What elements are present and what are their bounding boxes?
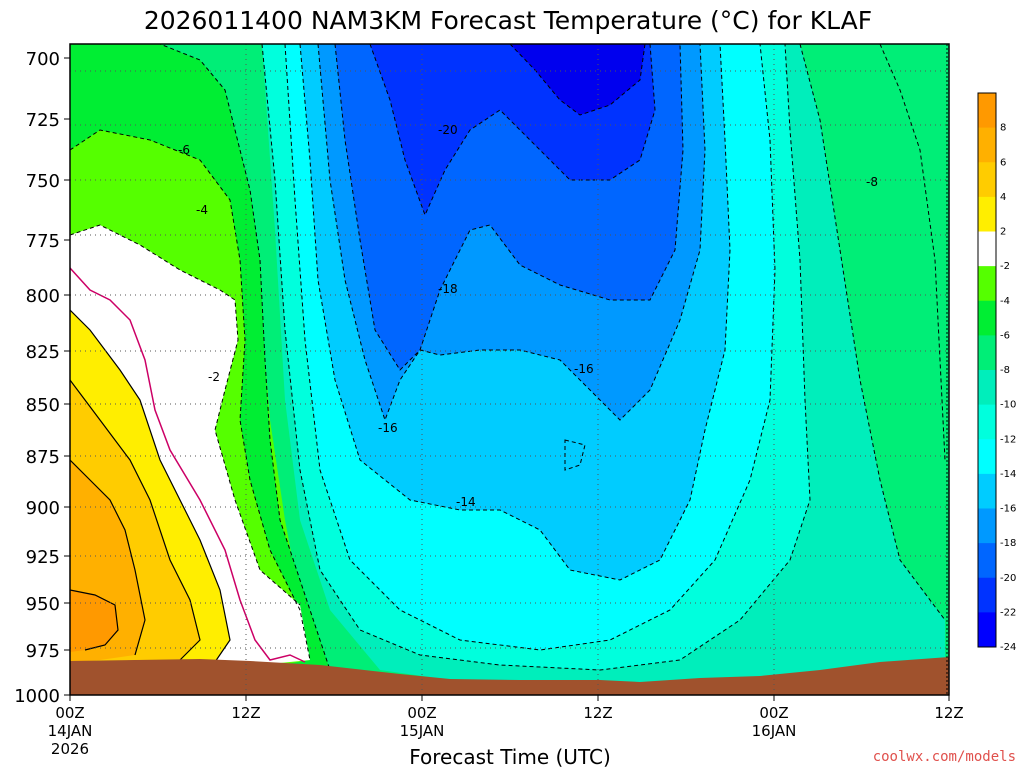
contour-label: -20 <box>438 123 458 137</box>
y-tick-label: 875 <box>26 447 60 468</box>
contour-label: -16 <box>574 362 594 376</box>
contour-label: -4 <box>196 203 208 217</box>
x-tick-label: 12Z <box>583 704 612 722</box>
colorbar-swatch <box>978 196 996 233</box>
colorbar-swatch <box>978 162 996 198</box>
colorbar-swatch <box>978 266 996 302</box>
x-tick-label: 14JAN <box>48 722 93 740</box>
credit-text: coolwx.com/models <box>873 749 1016 765</box>
colorbar-label: 4 <box>1000 192 1006 203</box>
chart-title: 2026011400 NAM3KM Forecast Temperature (… <box>144 6 872 35</box>
colorbar-label: 8 <box>1000 123 1006 134</box>
x-tick-label: 16JAN <box>752 722 797 740</box>
plot-frame <box>69 43 950 696</box>
x-tick-label: 00Z <box>759 704 788 722</box>
colorbar-label: -14 <box>1000 469 1016 480</box>
colorbar-swatch <box>978 404 996 440</box>
y-tick-label: 700 <box>26 49 60 70</box>
y-tick-label: 950 <box>26 594 60 615</box>
colorbar: 8 6 4 2 -2 -4 -6 -8 -10 -12 -14 -16 -18 -20 -22 -24 <box>977 92 1016 653</box>
y-tick-label: 1000 <box>14 686 60 707</box>
y-tick-label: 925 <box>26 547 60 568</box>
y-axis: 700 725 750 775 800 825 850 875 900 925 … <box>14 49 70 707</box>
y-tick-label: 800 <box>26 286 60 307</box>
colorbar-swatch <box>978 127 996 163</box>
x-axis: 00Z 14JAN 2026 12Z 00Z 15JAN 12Z 00Z 16J… <box>48 695 964 768</box>
contour-label: -16 <box>378 421 398 435</box>
colorbar-frame <box>977 92 997 648</box>
colorbar-label: -6 <box>1000 330 1010 341</box>
colorbar-label: -16 <box>1000 504 1016 515</box>
zero-isotherm <box>70 267 306 663</box>
colorbar-swatch <box>978 508 996 544</box>
y-tick-label: 775 <box>26 231 60 252</box>
y-tick-label: 975 <box>26 641 60 662</box>
colorbar-label: -24 <box>1000 642 1016 653</box>
x-tick-label: 00Z <box>407 704 436 722</box>
contour-label: -18 <box>438 282 458 296</box>
colorbar-swatch <box>978 473 996 510</box>
positive-contour-lines <box>70 309 231 663</box>
x-tick-label: 12Z <box>934 704 963 722</box>
colorbar-swatch <box>978 231 996 267</box>
negative-contour-lines <box>70 44 946 671</box>
contour-label: -6 <box>178 143 190 157</box>
y-tick-label: 900 <box>26 498 60 519</box>
gridlines <box>70 44 949 695</box>
colorbar-label: -22 <box>1000 607 1016 618</box>
colorbar-label: 6 <box>1000 157 1006 168</box>
band-plus-8 <box>70 590 118 652</box>
y-tick-label: 725 <box>26 110 60 131</box>
y-tick-label: 825 <box>26 342 60 363</box>
colorbar-swatch <box>978 439 996 475</box>
terrain <box>70 657 949 695</box>
colorbar-label: -10 <box>1000 400 1016 411</box>
colorbar-swatch <box>978 93 996 129</box>
y-tick-label: 850 <box>26 395 60 416</box>
contour-fields <box>70 44 949 695</box>
contour-label: -14 <box>456 495 476 509</box>
band-minus-22 <box>510 44 645 115</box>
colorbar-label: -2 <box>1000 261 1010 272</box>
y-tick-label: 750 <box>26 171 60 192</box>
colorbar-swatch <box>978 335 996 371</box>
x-tick-label: 00Z <box>55 704 84 722</box>
colorbar-label: -8 <box>1000 365 1010 376</box>
x-tick-label: 2026 <box>51 740 89 758</box>
contour-labels: -20 -18 -16 -16 -14 -8 -6 -4 -2 <box>178 123 878 509</box>
x-axis-label: Forecast Time (UTC) <box>409 745 611 768</box>
colorbar-label: -12 <box>1000 434 1016 445</box>
colorbar-swatch <box>978 577 996 613</box>
colorbar-label: -4 <box>1000 296 1010 307</box>
colorbar-label: -18 <box>1000 538 1016 549</box>
contour-label: -2 <box>208 370 220 384</box>
contour-label: -8 <box>866 175 878 189</box>
x-tick-label: 15JAN <box>400 722 445 740</box>
colorbar-swatch <box>978 543 996 579</box>
colorbar-label: 2 <box>1000 227 1006 238</box>
colorbar-swatch <box>978 300 996 336</box>
x-tick-label: 12Z <box>231 704 260 722</box>
colorbar-swatch <box>978 370 996 406</box>
colorbar-label: -20 <box>1000 573 1016 584</box>
colorbar-swatch <box>978 612 996 648</box>
